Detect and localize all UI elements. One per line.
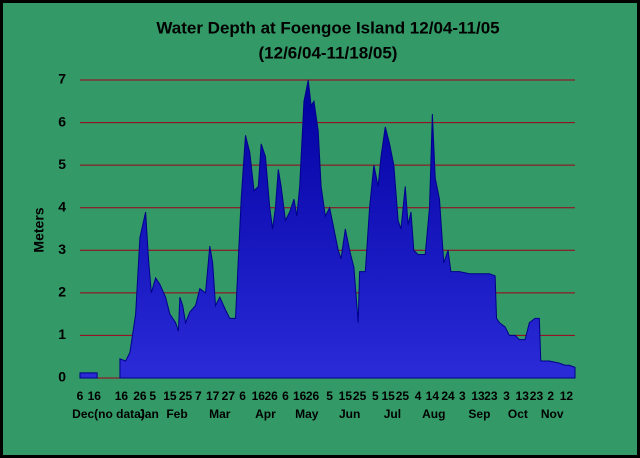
x-tick-label: 16 <box>293 389 307 403</box>
x-tick-label: 14 <box>426 389 440 403</box>
chart-title: Water Depth at Foengoe Island 12/04-11/0… <box>156 18 499 37</box>
x-tick-label: 17 <box>206 389 220 403</box>
x-tick-label: 5 <box>149 389 156 403</box>
x-tick-label: 12 <box>560 389 574 403</box>
month-label: Apr <box>255 407 276 421</box>
x-tick-label: 26 <box>133 389 147 403</box>
month-label: Mar <box>209 407 231 421</box>
x-tick-label: 15 <box>381 389 395 403</box>
month-label: Oct <box>508 407 528 421</box>
x-tick-label: 6 <box>282 389 289 403</box>
y-tick-label: 3 <box>58 241 66 257</box>
x-tick-label: 15 <box>339 389 353 403</box>
y-tick-label: 7 <box>58 71 66 87</box>
x-tick-label: 15 <box>163 389 177 403</box>
y-tick-label: 5 <box>58 156 66 172</box>
x-tick-label: 26 <box>306 389 320 403</box>
x-tick-label: 16 <box>88 389 102 403</box>
month-label: Sep <box>468 407 490 421</box>
x-tick-label: 2 <box>547 389 554 403</box>
x-tick-label: 6 <box>77 389 84 403</box>
chart-subtitle: (12/6/04-11/18/05) <box>259 43 398 62</box>
x-tick-label: 24 <box>441 389 455 403</box>
area <box>79 79 576 379</box>
month-label: Jul <box>384 407 401 421</box>
x-tick-label: 5 <box>372 389 379 403</box>
y-tick-label: 4 <box>58 198 66 214</box>
x-tick-label: 25 <box>353 389 367 403</box>
x-tick-label: 16 <box>252 389 266 403</box>
month-label: May <box>295 407 319 421</box>
x-tick-label: 23 <box>530 389 544 403</box>
y-tick-label: 6 <box>58 113 66 129</box>
y-tick-label: 0 <box>58 369 66 385</box>
month-label: Jun <box>339 407 360 421</box>
x-tick-label: 4 <box>415 389 422 403</box>
x-tick-label: 16 <box>115 389 129 403</box>
y-axis-label: Meters <box>31 207 47 252</box>
y-tick-label: 2 <box>58 284 66 300</box>
x-tick-label: 3 <box>503 389 510 403</box>
month-label: Dec(no data) <box>72 407 145 421</box>
x-tick-label: 5 <box>326 389 333 403</box>
x-tick-label: 27 <box>222 389 236 403</box>
x-tick-label: 6 <box>239 389 246 403</box>
month-label: Aug <box>422 407 445 421</box>
x-tick-label: 25 <box>396 389 410 403</box>
y-tick-label: 1 <box>58 326 66 342</box>
month-label: Jan <box>138 407 159 421</box>
x-tick-label: 13 <box>516 389 530 403</box>
month-label: Feb <box>166 407 187 421</box>
month-label: Nov <box>541 407 564 421</box>
x-tick-label: 7 <box>195 389 202 403</box>
x-tick-label: 3 <box>459 389 466 403</box>
x-tick-label: 25 <box>179 389 193 403</box>
x-tick-label: 13 <box>471 389 485 403</box>
x-tick-label: 23 <box>484 389 498 403</box>
x-tick-label: 26 <box>264 389 278 403</box>
